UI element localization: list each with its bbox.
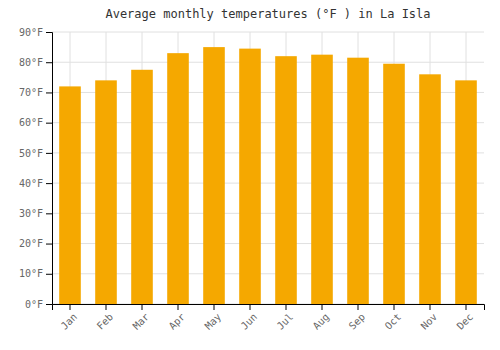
y-tick-label: 70°F <box>19 87 43 98</box>
y-tick: 20°F <box>19 238 52 249</box>
y-tick-mark <box>46 92 52 93</box>
y-tick-mark <box>46 274 52 275</box>
y-axis: 0°F 10°F 20°F 30°F 40°F 50°F 60°F 70°F 80°F 90°F <box>19 27 53 310</box>
y-tick: 90°F <box>19 27 52 38</box>
x-tick: Aug <box>311 304 332 332</box>
bar <box>347 58 369 304</box>
x-tick: Apr <box>167 304 188 332</box>
y-tick: 0°F <box>25 299 52 310</box>
bar <box>275 56 297 304</box>
y-tick-mark <box>46 213 52 214</box>
x-tick-mark <box>214 304 215 310</box>
y-tick: 50°F <box>19 148 52 159</box>
x-tick-mark <box>70 304 71 310</box>
y-tick-mark <box>46 32 52 33</box>
x-tick-label: Feb <box>95 311 116 332</box>
x-tick-mark <box>286 304 287 310</box>
y-tick: 60°F <box>19 117 52 128</box>
x-tick-mark <box>178 304 179 310</box>
x-axis-line <box>53 305 485 311</box>
grid-line-y <box>52 32 484 33</box>
x-tick-mark <box>322 304 323 310</box>
y-tick: 40°F <box>19 178 52 189</box>
x-tick-mark <box>106 304 107 310</box>
chart-container: 0°F 10°F 20°F 30°F 40°F 50°F 60°F 70°F 80°F 90°F J… <box>0 0 500 350</box>
y-tick: 30°F <box>19 208 52 219</box>
y-tick-mark <box>46 62 52 63</box>
chart-svg: 0°F 10°F 20°F 30°F 40°F 50°F 60°F 70°F 80°F 90°F J… <box>0 0 500 350</box>
x-tick-label: May <box>203 311 224 332</box>
x-tick: Nov <box>419 304 440 332</box>
bar <box>59 86 81 304</box>
y-tick: 10°F <box>19 268 52 279</box>
grid <box>52 32 484 304</box>
y-tick-mark <box>46 153 52 154</box>
y-tick-mark <box>46 183 52 184</box>
y-tick-mark <box>46 244 52 245</box>
y-tick-label: 50°F <box>19 148 43 159</box>
x-tick-label: Oct <box>383 311 404 332</box>
bar <box>239 49 261 304</box>
grid-line-y <box>52 62 484 63</box>
bar <box>95 80 117 304</box>
x-tick-mark <box>142 304 143 310</box>
x-tick: Jun <box>239 304 260 332</box>
x-tick-label: Jul <box>275 311 296 332</box>
y-tick-label: 0°F <box>25 299 43 310</box>
x-tick-mark <box>358 304 359 310</box>
bar <box>383 64 405 304</box>
x-tick-mark <box>394 304 395 310</box>
x-tick-mark <box>430 304 431 310</box>
x-tick: May <box>203 304 224 332</box>
y-tick-label: 90°F <box>19 27 43 38</box>
bar <box>203 47 225 304</box>
x-tick: Oct <box>383 304 404 332</box>
y-tick-label: 10°F <box>19 268 43 279</box>
bar <box>311 55 333 304</box>
x-tick-mark <box>250 304 251 310</box>
bar <box>419 74 441 304</box>
y-tick-label: 20°F <box>19 238 43 249</box>
x-tick-label: Aug <box>311 311 332 332</box>
x-tick-label: Jun <box>239 311 260 332</box>
x-tick: Jan <box>59 304 80 332</box>
x-tick-label: Dec <box>455 311 476 332</box>
y-tick-mark <box>46 304 52 305</box>
x-tick: Sep <box>347 304 368 332</box>
x-tick: Dec <box>455 304 476 332</box>
bar <box>167 53 189 304</box>
y-tick-label: 60°F <box>19 117 43 128</box>
y-tick-mark <box>46 123 52 124</box>
y-tick: 70°F <box>19 87 52 98</box>
x-tick-label: Mar <box>131 311 152 332</box>
y-tick-label: 30°F <box>19 208 43 219</box>
x-tick-label: Nov <box>419 311 440 332</box>
y-tick-label: 40°F <box>19 178 43 189</box>
bars <box>59 47 477 304</box>
x-tick-label: Sep <box>347 311 368 332</box>
x-tick: Feb <box>95 304 116 332</box>
x-axis: Jan Feb Mar Apr May Jun Jul Aug Sep Oct Nov Dec <box>53 304 485 332</box>
y-tick-label: 80°F <box>19 57 43 68</box>
title: Average monthly temperatures (°F ) in La… <box>105 7 430 21</box>
x-tick-mark <box>466 304 467 310</box>
y-tick: 80°F <box>19 57 52 68</box>
x-tick-label: Apr <box>167 311 188 332</box>
y-axis-line <box>46 33 53 305</box>
bar <box>131 70 153 304</box>
x-tick-label: Jan <box>59 311 80 332</box>
x-tick: Jul <box>275 304 296 332</box>
x-tick: Mar <box>131 304 152 332</box>
plot: 0°F 10°F 20°F 30°F 40°F 50°F 60°F 70°F 80°F 90°F J… <box>19 27 485 332</box>
bar <box>455 80 477 304</box>
